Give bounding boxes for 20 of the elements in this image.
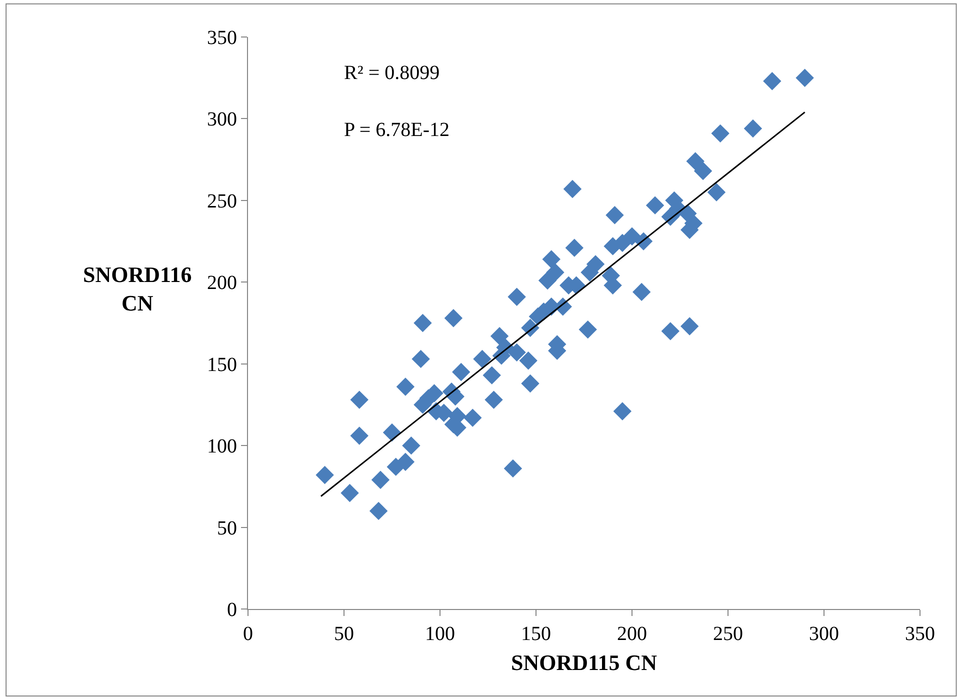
x-tick-label: 350 <box>905 623 935 645</box>
y-tick-label: 250 <box>207 190 237 212</box>
x-axis-title: SNORD115 CN <box>510 650 658 675</box>
x-tick-label: 0 <box>243 623 253 645</box>
x-tick-label: 50 <box>334 623 354 645</box>
y-tick-label: 50 <box>217 517 237 540</box>
x-tick-label: 250 <box>713 623 743 645</box>
x-tick-label: 150 <box>521 623 551 645</box>
x-tick-label: 200 <box>617 623 647 645</box>
annotation: P = 6.78E-12 <box>344 119 450 141</box>
y-tick-label: 100 <box>207 436 237 458</box>
y-axis-title: SNORD116 CN <box>83 262 192 316</box>
y-tick-label: 300 <box>207 108 237 131</box>
y-tick-label: 0 <box>227 599 237 621</box>
y-tick-label: 200 <box>207 272 237 294</box>
annotation: R² = 0.8099 <box>344 62 440 84</box>
x-tick-label: 300 <box>809 623 839 645</box>
x-tick-label: 100 <box>425 623 455 645</box>
y-tick-label: 150 <box>207 354 237 376</box>
y-tick-label: 350 <box>207 27 237 49</box>
